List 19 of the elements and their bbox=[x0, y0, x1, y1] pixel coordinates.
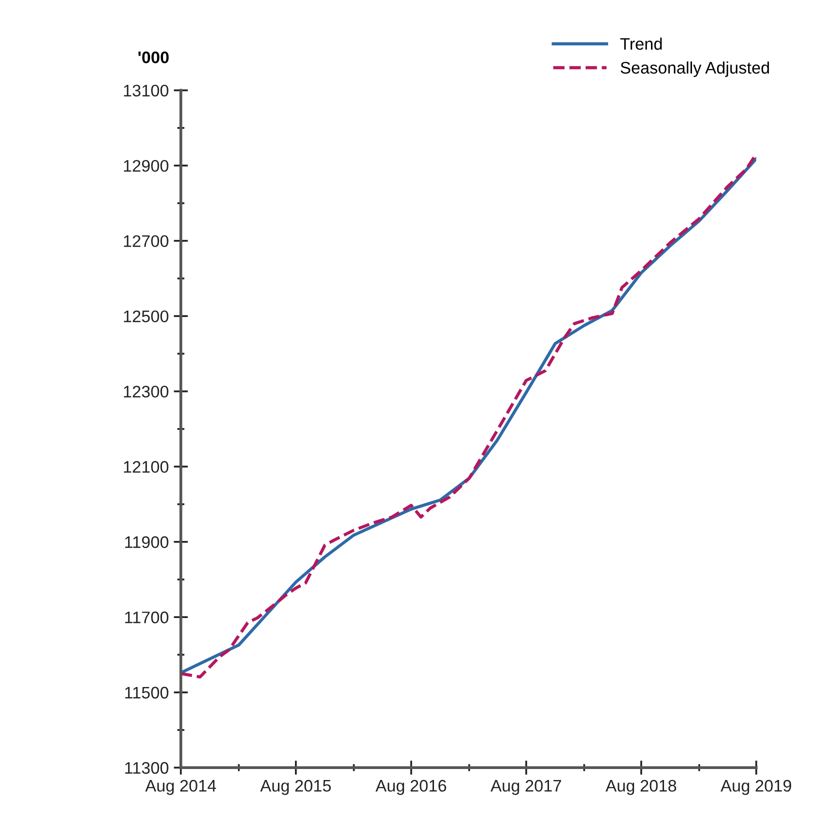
y-tick-label: 11500 bbox=[125, 686, 168, 699]
y-tick-label: 12300 bbox=[124, 386, 168, 398]
y-tick-label: 12500 bbox=[124, 310, 168, 322]
y-axis-title: '000 bbox=[138, 52, 169, 64]
x-tick-label: Aug 2017 bbox=[490, 780, 562, 795]
x-tick-label: Aug 2015 bbox=[260, 780, 331, 795]
legend-label: Seasonally Adjusted bbox=[620, 61, 769, 77]
x-tick-label: Aug 2016 bbox=[376, 780, 446, 795]
y-tick-label: 11300 bbox=[125, 762, 168, 774]
y-tick-label: 11700 bbox=[125, 612, 168, 624]
y-tick-label: 11900 bbox=[125, 536, 168, 548]
y-tick-label: 12100 bbox=[124, 461, 168, 473]
y-tick-label: 13100 bbox=[124, 84, 168, 97]
y-tick-label: 12700 bbox=[124, 235, 168, 248]
legend-label: Trend bbox=[620, 38, 662, 50]
y-tick-label: 12900 bbox=[124, 160, 168, 172]
x-tick-label: Aug 2019 bbox=[720, 780, 792, 795]
x-tick-label: Aug 2014 bbox=[145, 780, 216, 795]
x-tick-label: Aug 2018 bbox=[606, 780, 676, 795]
